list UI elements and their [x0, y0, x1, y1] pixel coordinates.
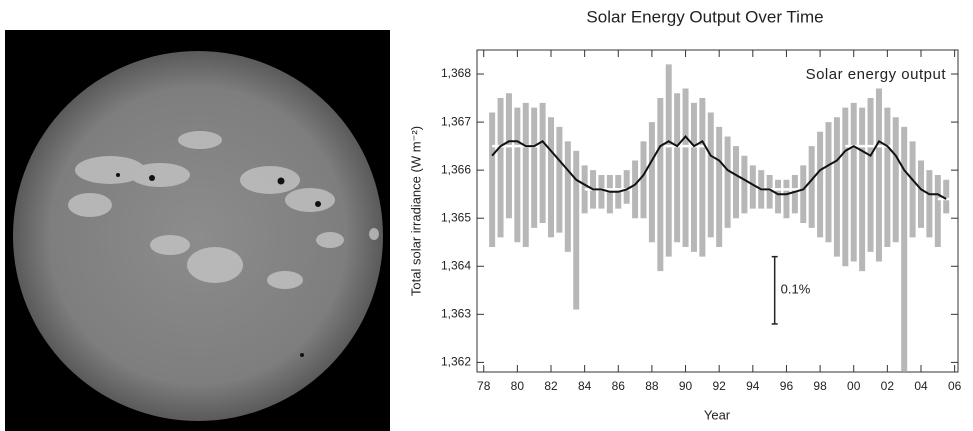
x-tick-label: 04	[914, 379, 928, 393]
y-axis-label: Total solar irradiance (W m⁻²)	[408, 126, 423, 296]
chart-title: Solar Energy Output Over Time	[586, 7, 823, 26]
x-tick-label: 82	[544, 379, 558, 393]
x-tick-label: 88	[645, 379, 659, 393]
y-tick-label: 1,368	[441, 66, 471, 80]
x-tick-label: 02	[881, 379, 895, 393]
y-tick-label: 1,367	[441, 114, 471, 128]
x-tick-label: 00	[847, 379, 861, 393]
x-tick-label: 96	[780, 379, 794, 393]
y-tick-label: 1,365	[441, 210, 471, 224]
x-axis-label: Year	[704, 407, 731, 422]
y-tick-label: 1,364	[441, 258, 471, 272]
x-tick-label: 86	[612, 379, 626, 393]
x-tick-label: 06	[948, 379, 962, 393]
scale-bar-label: 0.1%	[781, 282, 811, 297]
x-tick-label: 98	[813, 379, 827, 393]
x-tick-label: 84	[578, 379, 592, 393]
y-tick-label: 1,366	[441, 162, 471, 176]
y-tick-label: 1,362	[441, 355, 471, 369]
x-tick-label: 80	[511, 379, 525, 393]
x-tick-label: 78	[477, 379, 491, 393]
x-tick-label: 92	[713, 379, 727, 393]
annotation: Solar energy output	[806, 66, 947, 83]
x-tick-label: 90	[679, 379, 693, 393]
sun-image	[5, 30, 390, 431]
y-tick-label: 1,363	[441, 307, 471, 321]
x-tick-label: 94	[746, 379, 760, 393]
line	[491, 134, 947, 200]
plot-frame	[476, 49, 959, 373]
